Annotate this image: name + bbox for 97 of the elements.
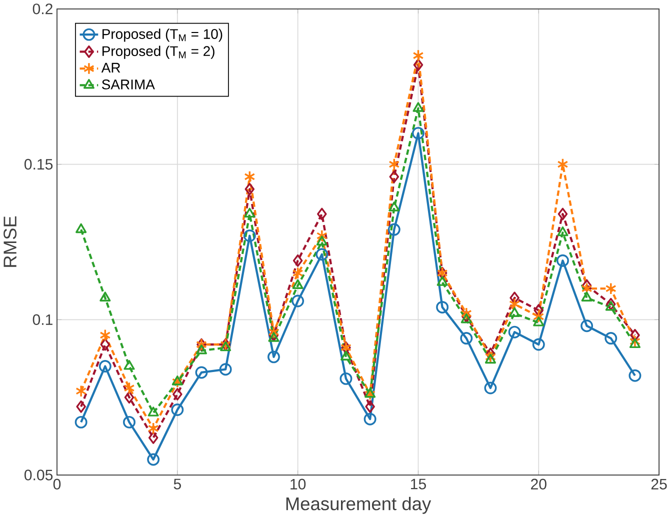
point	[557, 226, 568, 236]
x-tick-label: 15	[411, 478, 426, 490]
y-tick-label: 0.2	[32, 3, 52, 14]
point	[340, 350, 352, 360]
point	[219, 362, 232, 376]
point	[124, 360, 135, 370]
y-tick-label: 0.15	[24, 158, 53, 170]
x-tick-label: 5	[174, 478, 181, 490]
y-tick-label: 0.05	[24, 469, 53, 480]
point	[76, 400, 86, 413]
point	[388, 223, 400, 236]
point	[171, 403, 184, 416]
point	[364, 388, 376, 398]
point	[388, 201, 400, 212]
point	[605, 300, 616, 311]
point	[460, 306, 472, 320]
point	[316, 229, 328, 242]
point	[580, 319, 594, 332]
point	[628, 369, 642, 382]
point	[340, 372, 352, 385]
point	[220, 341, 232, 351]
point	[124, 382, 135, 394]
point	[556, 254, 569, 267]
point	[148, 406, 159, 416]
point	[172, 388, 182, 400]
point	[389, 170, 400, 183]
point	[484, 354, 496, 364]
x-tick-label: 10	[290, 478, 306, 490]
point	[412, 102, 424, 112]
point	[243, 229, 256, 242]
y-tick-label: 0.1	[32, 314, 52, 325]
point	[292, 278, 304, 289]
point	[534, 304, 544, 316]
point	[74, 416, 88, 428]
point	[486, 347, 496, 360]
point	[365, 400, 375, 413]
x-tick-label: 20	[531, 478, 546, 490]
x-tick-label: 0	[53, 478, 61, 490]
x-tick-label: 25	[651, 478, 667, 490]
point	[412, 49, 424, 62]
point	[124, 390, 134, 404]
point	[244, 170, 256, 183]
point	[436, 276, 448, 286]
point	[604, 332, 618, 344]
point	[292, 254, 303, 267]
legend-label: SARIMA	[102, 79, 155, 90]
point	[268, 332, 280, 342]
point	[606, 298, 616, 310]
point	[123, 416, 136, 428]
point	[388, 158, 400, 170]
point	[509, 306, 520, 317]
point	[533, 316, 544, 326]
point	[605, 282, 616, 295]
point	[98, 360, 112, 372]
point	[508, 326, 521, 338]
point	[532, 338, 545, 351]
point	[413, 58, 424, 71]
point	[316, 235, 328, 246]
point	[196, 344, 207, 354]
legend-label: AR	[101, 62, 120, 72]
x-axis-title: Measurement day	[286, 496, 432, 514]
point	[172, 375, 183, 386]
point	[581, 291, 592, 302]
point	[316, 248, 328, 260]
point	[629, 338, 640, 348]
point	[147, 453, 160, 466]
point	[460, 313, 472, 323]
point	[533, 310, 544, 323]
point	[484, 350, 496, 363]
point	[76, 384, 87, 398]
point	[244, 182, 255, 196]
point	[317, 208, 327, 220]
point	[148, 422, 159, 434]
point	[292, 294, 304, 308]
legend-label: Proposed (T$_{M}$ = 2)	[102, 46, 214, 59]
point	[630, 328, 640, 342]
point	[412, 126, 424, 140]
y-axis-title: RMSE	[4, 216, 17, 267]
point	[364, 412, 376, 426]
point	[268, 326, 280, 338]
point	[100, 291, 111, 302]
point	[100, 338, 110, 351]
legend-label: Proposed (T$_{M}$ = 10)	[102, 28, 222, 42]
point	[76, 223, 87, 233]
point	[292, 266, 304, 280]
point	[582, 278, 592, 292]
point	[148, 431, 158, 444]
point	[558, 208, 568, 220]
point	[484, 382, 497, 394]
point	[629, 334, 640, 348]
point	[268, 350, 280, 363]
point	[195, 366, 208, 378]
point	[460, 332, 473, 344]
point	[100, 328, 111, 342]
point	[244, 208, 256, 218]
point	[436, 300, 449, 314]
point	[510, 291, 520, 304]
